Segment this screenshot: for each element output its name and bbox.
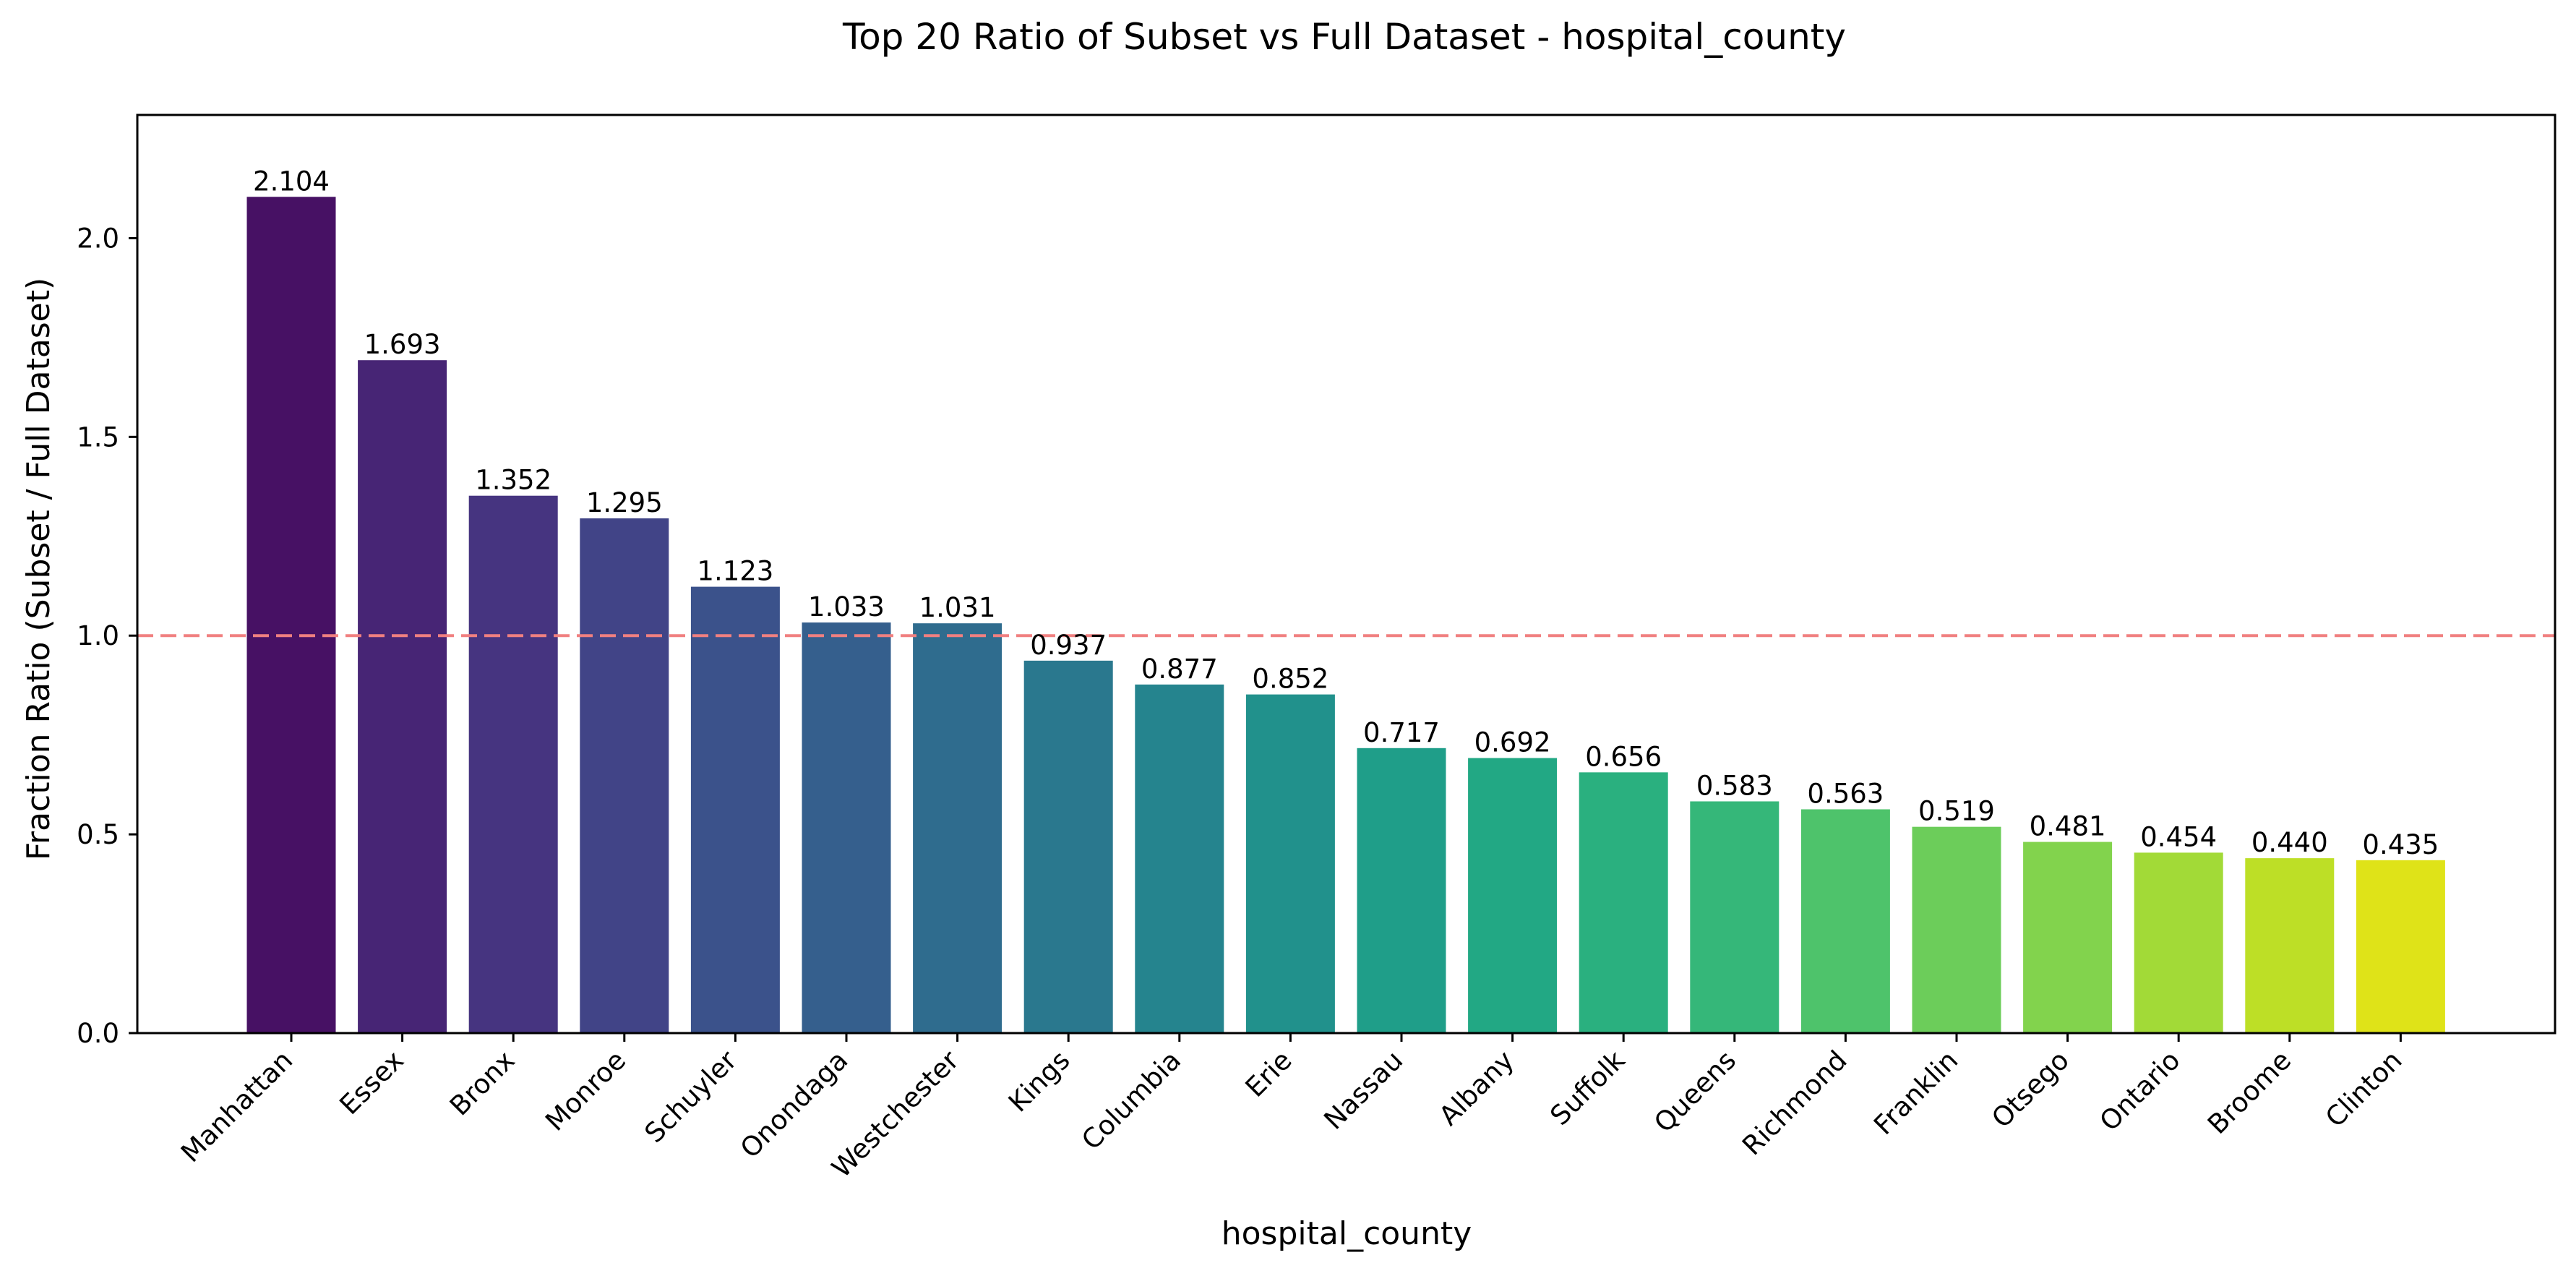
x-axis-label: hospital_county [1222,1215,1472,1252]
y-tick-label: 1.0 [77,620,119,651]
value-label: 1.693 [364,329,441,360]
bar-columbia [1135,684,1224,1033]
bar-manhattan [246,197,336,1034]
bar-otsego [2023,842,2113,1033]
value-label: 1.033 [808,591,885,622]
value-label: 0.563 [1807,778,1884,809]
bar-ontario [2134,852,2223,1033]
x-tick-label: Bronx [444,1045,521,1122]
value-label: 0.717 [1363,717,1440,748]
bar-onondaga [802,622,891,1033]
y-tick-label: 1.5 [77,421,119,453]
value-label: 0.877 [1141,654,1218,685]
x-tick-label: Ontario [2094,1045,2186,1137]
value-label: 0.435 [2362,829,2439,860]
bar-erie [1245,694,1335,1033]
value-label: 1.031 [919,592,996,623]
value-label: 0.937 [1030,630,1107,661]
bar-albany [1468,758,1558,1033]
x-tick-label: Clinton [2319,1045,2408,1134]
value-label: 0.583 [1696,770,1773,801]
value-label: 0.692 [1474,727,1551,758]
bar-essex [358,360,447,1034]
bar-clinton [2356,860,2445,1033]
x-tick-label: Franklin [1868,1045,1964,1141]
value-label: 1.295 [586,487,663,518]
y-tick-label: 2.0 [77,223,119,254]
value-label: 0.440 [2251,827,2328,858]
value-label: 0.454 [2140,821,2217,852]
x-tick-label: Essex [334,1045,410,1121]
y-axis-label: Fraction Ratio (Subset / Full Dataset) [20,278,57,860]
chart-title: Top 20 Ratio of Subset vs Full Dataset -… [842,16,1846,58]
x-tick-label: Schuyler [639,1044,744,1149]
bar-franklin [1912,826,2001,1033]
value-label: 0.852 [1252,664,1328,695]
y-tick-label: 0.5 [77,819,119,850]
x-tick-label: Broome [2202,1045,2297,1140]
x-tick-label: Onondaga [734,1045,854,1164]
value-label: 0.519 [1918,796,1995,827]
x-tick-label: Suffolk [1545,1045,1631,1131]
bar-nassau [1357,748,1446,1033]
x-tick-label: Otsego [1985,1045,2075,1134]
bar-suffolk [1579,772,1668,1033]
bar-richmond [1800,809,1890,1033]
value-label: 2.104 [253,166,330,197]
x-tick-label: Monroe [539,1045,632,1137]
x-tick-label: Columbia [1076,1045,1187,1156]
plot-frame [136,114,2556,1035]
x-tick-label: Queens [1648,1045,1742,1139]
x-tick-label: Richmond [1736,1045,1853,1162]
x-tick-label: Manhattan [175,1045,299,1168]
value-label: 0.481 [2030,811,2106,842]
bar-broome [2245,858,2335,1033]
x-tick-label: Albany [1433,1045,1520,1131]
value-label: 1.352 [475,465,551,496]
bar-queens [1690,801,1779,1033]
x-tick-label: Nassau [1318,1045,1409,1136]
x-tick-label: Erie [1240,1045,1298,1103]
bar-kings [1023,660,1113,1033]
value-label: 0.656 [1585,741,1662,772]
x-tick-label: Kings [1003,1045,1076,1118]
bar-bronx [468,495,558,1033]
bar-schuyler [690,586,780,1033]
value-label: 1.123 [697,556,773,587]
bar-westchester [913,623,1003,1033]
y-tick-label: 0.0 [77,1018,119,1049]
bar-monroe [580,518,669,1033]
